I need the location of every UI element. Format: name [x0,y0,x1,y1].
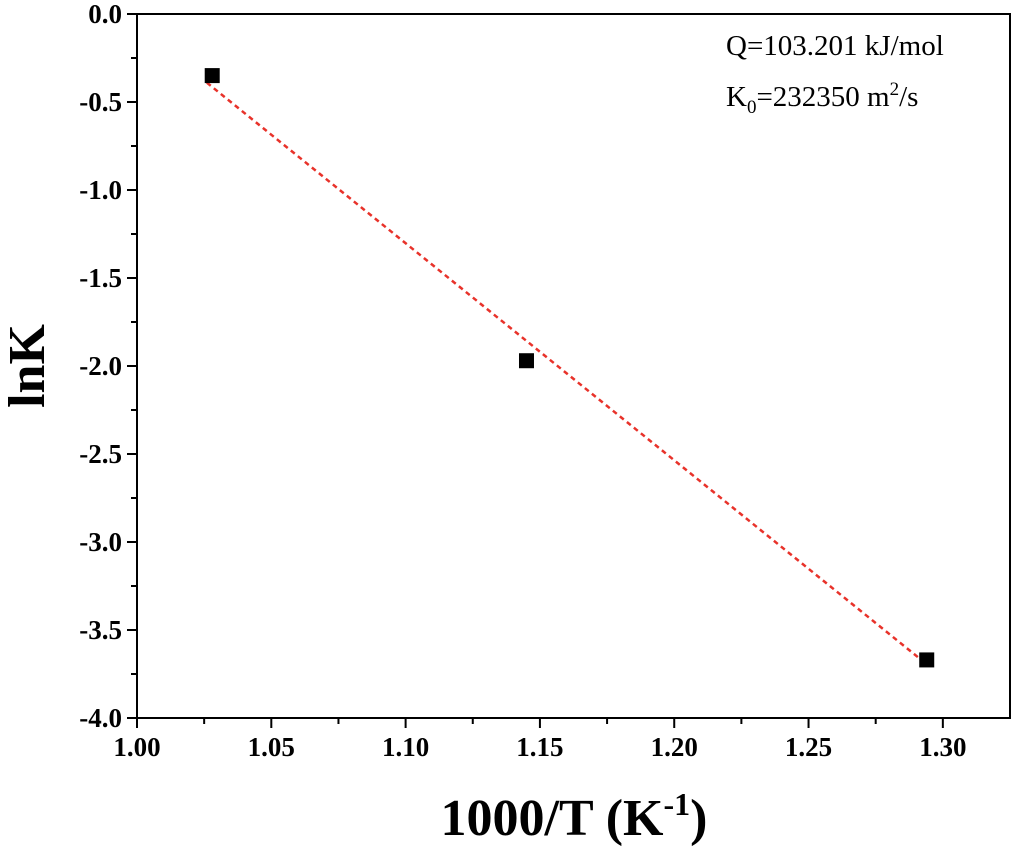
x-axis-title-main: 1000/T (K [441,790,665,847]
annotation-k-subscript: 0 [747,97,757,118]
y-tick-label: -4.0 [79,703,122,733]
y-tick-label: -1.0 [79,175,122,205]
x-tick-label: 1.20 [651,732,698,762]
data-point [518,353,534,369]
annotation-pre-exponential: K0=232350 m2/s [726,79,918,118]
x-tick-label: 1.15 [516,732,563,762]
x-tick-label: 1.05 [248,732,295,762]
annotation-activation-energy: Q=103.201 kJ/mol [726,30,944,62]
annotation-unit-superscript: 2 [890,79,900,100]
y-tick-label: -3.0 [79,527,122,557]
x-tick-label: 1.30 [919,732,966,762]
data-points [204,68,935,668]
x-tick-label: 1.10 [382,732,429,762]
data-point [919,652,935,668]
y-tick-label: -2.0 [79,351,122,381]
axis-ticks: 1.00 1.05 1.10 1.15 1.20 1.25 1.30 0.0 -0.5 -1.0 -… [79,0,966,762]
x-axis-title-end: ) [690,790,707,847]
fit-line [206,81,923,661]
y-tick-label: -3.5 [79,615,122,645]
plot-frame [136,13,1011,719]
y-tick-label: -2.5 [79,439,122,469]
y-axis-title: lnK [0,324,56,408]
x-tick-label: 1.00 [113,732,160,762]
y-tick-label: 0.0 [88,0,122,29]
annotation-k-symbol: K [726,81,747,113]
annotation-k-value: =232350 m [756,81,890,113]
y-tick-label: -1.5 [79,263,122,293]
x-axis-title: 1000/T (K-1) [441,786,708,847]
y-tick-label: -0.5 [79,87,122,117]
data-point [204,68,220,84]
x-tick-label: 1.25 [785,732,832,762]
annotation-unit-end: /s [899,81,918,113]
x-axis-title-superscript: -1 [663,786,690,822]
fit-line-group [206,81,923,661]
